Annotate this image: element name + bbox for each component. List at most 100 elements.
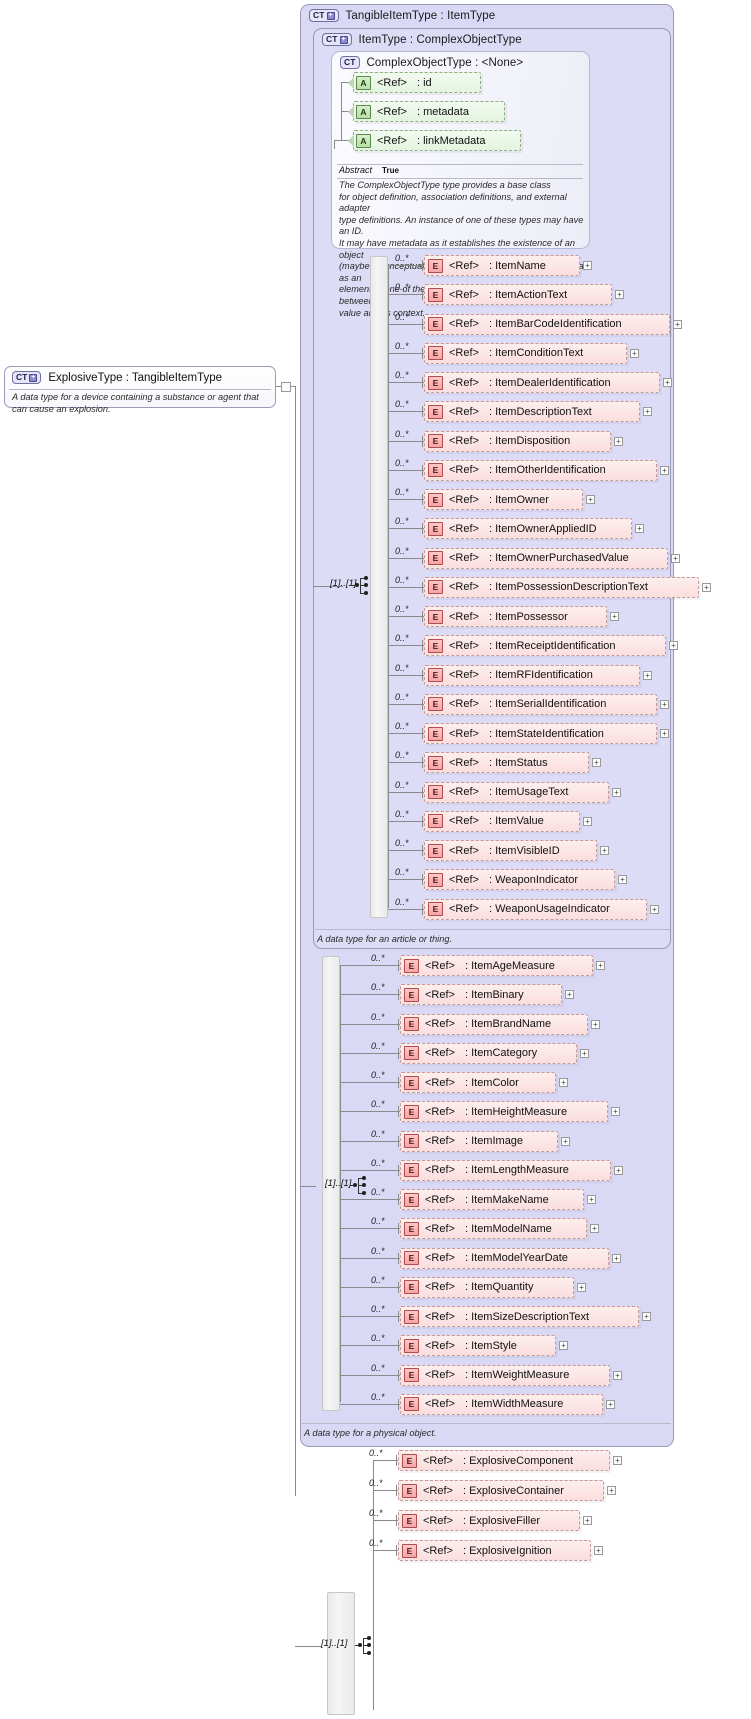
element-expander-icon[interactable]: + xyxy=(702,582,711,592)
element-row[interactable]: E <Ref>: ItemOtherIdentification xyxy=(424,459,657,481)
element-row[interactable]: E <Ref>: ItemSizeDescriptionText xyxy=(400,1306,639,1327)
element-row[interactable]: E <Ref>: ItemSerialIdentification xyxy=(424,693,657,715)
element-expander-icon[interactable]: + xyxy=(614,1165,623,1175)
element-row[interactable]: E <Ref>: ItemHeightMeasure xyxy=(400,1101,608,1123)
element-row[interactable]: E <Ref>: ItemQuantity xyxy=(400,1276,574,1298)
element-expander-icon[interactable]: + xyxy=(583,816,592,826)
element-expander-icon[interactable]: + xyxy=(613,1456,622,1465)
element-row[interactable]: E <Ref>: ItemDescriptionText xyxy=(424,401,640,423)
element-row[interactable]: E <Ref>: ItemOwnerPurchasedValue xyxy=(424,547,668,569)
element-label: <Ref>: ItemHeightMeasure xyxy=(425,1106,567,1118)
element-row[interactable]: E <Ref>: ItemModelYearDate xyxy=(400,1247,609,1269)
element-expander-icon[interactable]: + xyxy=(577,1282,586,1292)
element-expander-icon[interactable]: + xyxy=(650,904,659,914)
element-row[interactable]: E <Ref>: WeaponIndicator xyxy=(424,869,615,891)
expand-plus-icon[interactable]: + xyxy=(326,11,335,20)
element-expander-icon[interactable]: + xyxy=(583,261,592,270)
element-expander-icon[interactable]: + xyxy=(587,1195,596,1204)
root-type-box[interactable]: CT + ExplosiveType : TangibleItemType A d… xyxy=(4,366,276,414)
element-expander-icon[interactable]: + xyxy=(671,553,680,563)
element-row[interactable]: E <Ref>: ItemWeightMeasure xyxy=(400,1364,610,1386)
element-row[interactable]: E <Ref>: ItemUsageText xyxy=(424,781,609,803)
sequence-compositor-group2[interactable] xyxy=(350,1176,368,1196)
attribute-row[interactable]: A <Ref>: id xyxy=(348,72,481,93)
element-expander-icon[interactable]: + xyxy=(643,407,652,417)
element-row[interactable]: E <Ref>: ItemWidthMeasure xyxy=(400,1393,603,1415)
element-row[interactable]: E <Ref>: ItemModelName xyxy=(400,1218,587,1240)
element-expander-icon[interactable]: + xyxy=(643,670,652,680)
element-expander-icon[interactable]: + xyxy=(660,729,669,738)
element-row[interactable]: E <Ref>: ItemBinary xyxy=(400,984,562,1006)
element-expander-icon[interactable]: + xyxy=(612,1253,621,1263)
element-row[interactable]: E <Ref>: ItemReceiptIdentification xyxy=(424,635,666,657)
element-row[interactable]: E <Ref>: ItemName xyxy=(424,255,580,276)
element-cardinality: 0..* xyxy=(395,574,409,585)
element-row[interactable]: E <Ref>: ItemOwnerAppliedID xyxy=(424,518,632,540)
element-row[interactable]: E <Ref>: ItemDisposition xyxy=(424,430,611,452)
element-expander-icon[interactable]: + xyxy=(591,1019,600,1029)
element-row[interactable]: E <Ref>: ItemLengthMeasure xyxy=(400,1159,611,1181)
element-row[interactable]: E <Ref>: ItemMakeName xyxy=(400,1189,584,1210)
element-row[interactable]: E <Ref>: ItemCategory xyxy=(400,1042,577,1064)
element-expander-icon[interactable]: + xyxy=(607,1486,616,1495)
element-expander-icon[interactable]: + xyxy=(561,1136,570,1146)
element-row[interactable]: E <Ref>: ItemImage xyxy=(400,1130,558,1152)
element-ref: <Ref> xyxy=(449,493,479,506)
element-row[interactable]: E <Ref>: ExplosiveComponent xyxy=(398,1450,610,1471)
element-expander-icon[interactable]: + xyxy=(580,1048,589,1058)
root-expander[interactable] xyxy=(281,382,291,392)
element-row[interactable]: E <Ref>: ItemStateIdentification xyxy=(424,723,657,744)
element-expander-icon[interactable]: + xyxy=(583,1516,592,1525)
element-expander-icon[interactable]: + xyxy=(606,1399,615,1409)
element-row[interactable]: E <Ref>: WeaponUsageIndicator xyxy=(424,898,647,920)
element-expander-icon[interactable]: + xyxy=(663,378,672,387)
element-expander-icon[interactable]: + xyxy=(660,465,669,475)
element-row[interactable]: E <Ref>: ExplosiveContainer xyxy=(398,1480,604,1501)
element-row[interactable]: E <Ref>: ItemActionText xyxy=(424,284,612,306)
element-expander-icon[interactable]: + xyxy=(586,495,595,504)
element-row[interactable]: E <Ref>: ItemRFIdentification xyxy=(424,664,640,686)
element-row[interactable]: E <Ref>: ItemAgeMeasure xyxy=(400,955,593,976)
attribute-row[interactable]: A <Ref>: metadata xyxy=(348,101,505,122)
element-expander-icon[interactable]: + xyxy=(673,319,682,329)
element-expander-icon[interactable]: + xyxy=(590,1224,599,1234)
element-row[interactable]: E <Ref>: ItemDealerIdentification xyxy=(424,372,660,393)
element-row[interactable]: E <Ref>: ItemConditionText xyxy=(424,342,627,364)
element-expander-icon[interactable]: + xyxy=(630,348,639,358)
element-expander-icon[interactable]: + xyxy=(559,1078,568,1087)
element-row[interactable]: E <Ref>: ItemStatus xyxy=(424,752,589,774)
element-expander-icon[interactable]: + xyxy=(565,990,574,1000)
element-row[interactable]: E <Ref>: ExplosiveFiller xyxy=(398,1510,580,1531)
element-expander-icon[interactable]: + xyxy=(635,524,644,534)
element-row[interactable]: E <Ref>: ExplosiveIgnition xyxy=(398,1540,591,1561)
element-expander-icon[interactable]: + xyxy=(559,1341,568,1351)
element-expander-icon[interactable]: + xyxy=(642,1312,651,1321)
element-row[interactable]: E <Ref>: ItemPossessor xyxy=(424,606,607,627)
element-expander-icon[interactable]: + xyxy=(615,290,624,300)
element-row[interactable]: E <Ref>: ItemBarCodeIdentification xyxy=(424,313,670,335)
element-expander-icon[interactable]: + xyxy=(610,612,619,621)
attribute-row[interactable]: A <Ref>: linkMetadata xyxy=(348,130,521,151)
element-expander-icon[interactable]: + xyxy=(660,699,669,709)
expand-plus-icon[interactable]: + xyxy=(339,35,348,44)
element-row[interactable]: E <Ref>: ItemVisibleID xyxy=(424,840,597,861)
element-row[interactable]: E <Ref>: ItemBrandName xyxy=(400,1013,588,1035)
element-row[interactable]: E <Ref>: ItemOwner xyxy=(424,489,583,510)
element-expander-icon[interactable]: + xyxy=(669,641,678,651)
element-row[interactable]: E <Ref>: ItemColor xyxy=(400,1072,556,1093)
element-row[interactable]: E <Ref>: ItemValue xyxy=(424,810,580,832)
sequence-compositor-group3[interactable] xyxy=(355,1636,373,1656)
expand-plus-icon[interactable]: + xyxy=(29,373,38,382)
element-expander-icon[interactable]: + xyxy=(612,787,621,797)
element-expander-icon[interactable]: + xyxy=(592,758,601,768)
sequence-compositor-group1[interactable] xyxy=(352,576,370,596)
element-expander-icon[interactable]: + xyxy=(594,1546,603,1555)
element-expander-icon[interactable]: + xyxy=(596,961,605,970)
element-expander-icon[interactable]: + xyxy=(611,1107,620,1117)
element-expander-icon[interactable]: + xyxy=(614,436,623,446)
element-expander-icon[interactable]: + xyxy=(618,875,627,885)
element-expander-icon[interactable]: + xyxy=(613,1370,622,1380)
element-expander-icon[interactable]: + xyxy=(600,846,609,855)
element-row[interactable]: E <Ref>: ItemStyle xyxy=(400,1335,556,1357)
element-row[interactable]: E <Ref>: ItemPossessionDescriptionText xyxy=(424,576,699,598)
